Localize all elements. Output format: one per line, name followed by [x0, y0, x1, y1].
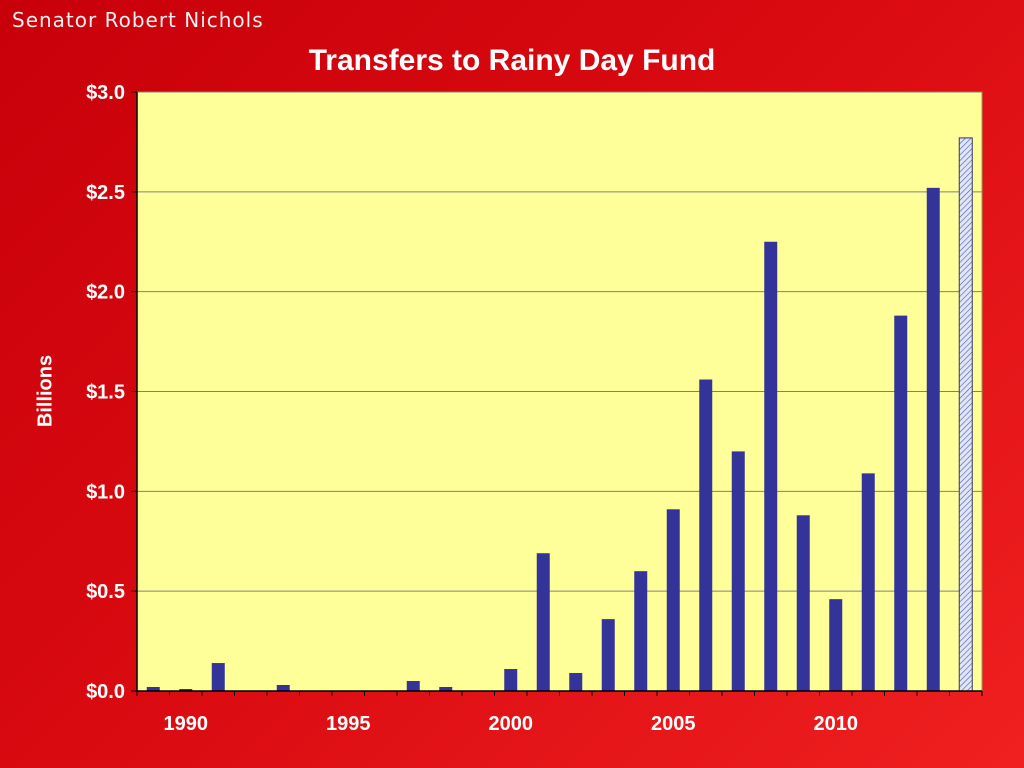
bar: [796, 515, 810, 691]
y-tick-label: $2.0: [86, 282, 125, 304]
x-tick-label: 2010: [814, 713, 859, 735]
bar: [894, 315, 908, 691]
y-tick-label: $3.0: [86, 82, 125, 104]
bar: [146, 687, 160, 691]
bar: [861, 473, 875, 691]
presenter-name: Senator Robert Nichols: [12, 8, 264, 32]
bar: [179, 689, 193, 691]
bar-projected: [958, 137, 973, 692]
x-tick-label: 1990: [164, 713, 209, 735]
bar: [666, 509, 680, 691]
bar: [634, 571, 648, 691]
y-tick-label: $1.5: [86, 382, 125, 404]
bar: [536, 553, 550, 691]
y-tick-label: $2.5: [86, 182, 125, 204]
bar: [439, 687, 453, 691]
bar: [926, 187, 940, 691]
x-tick-label: 2005: [651, 713, 696, 735]
bar: [764, 241, 778, 691]
bar: [601, 619, 615, 691]
bar: [699, 379, 713, 691]
bar: [406, 681, 420, 691]
bar: [829, 599, 843, 691]
x-tick-label: 2000: [489, 713, 534, 735]
chart-title: Transfers to Rainy Day Fund: [308, 44, 716, 77]
y-tick-label: $0.5: [86, 581, 125, 603]
x-tick-label: 1995: [326, 713, 371, 735]
bar: [569, 673, 583, 691]
bar: [504, 669, 518, 691]
y-tick-label: $1.0: [86, 481, 125, 503]
bar: [731, 451, 745, 691]
bar: [276, 685, 290, 691]
y-tick-label: $0.0: [86, 681, 125, 703]
bar: [211, 663, 225, 691]
